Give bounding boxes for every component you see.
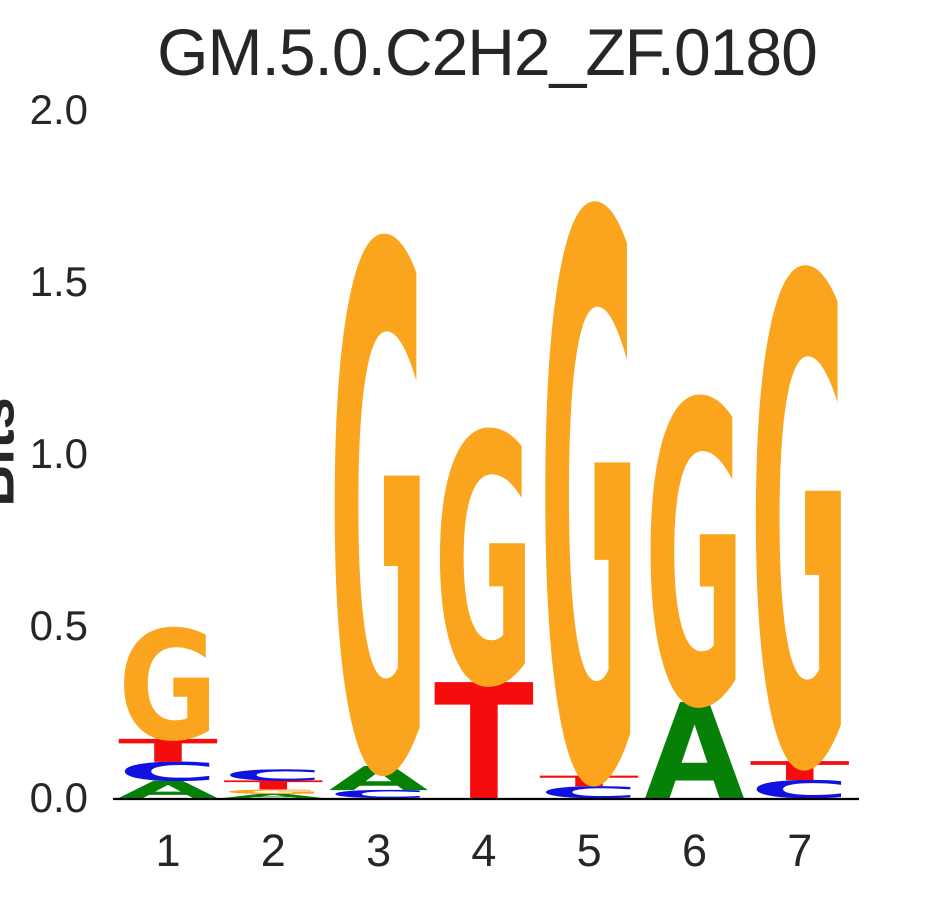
logo-letter-G-pos2: G (223, 789, 323, 796)
logo-letter-T-pos2: T (223, 778, 330, 792)
x-tick-label-2: 2 (260, 825, 286, 876)
logo-letter-G-pos1: G (118, 599, 218, 775)
logo-letter-A-pos2: A (223, 794, 336, 800)
logo-letter-G-pos3: G (329, 101, 429, 900)
logo-letter-T-pos4: T (434, 651, 534, 836)
logo-letter-G-pos7: G (750, 141, 850, 900)
logo-letter-A-pos6: A (645, 677, 745, 830)
logo-letter-C-pos2: C (223, 767, 323, 785)
logo-letter-G-pos6: G (645, 317, 745, 800)
logo-letter-T-pos1: T (118, 734, 220, 770)
logo-letter-A-pos3: A (329, 759, 431, 798)
logo-letter-C-pos3: C (329, 788, 429, 801)
y-tick-label-2.0: 2.0 (29, 86, 88, 133)
x-tick-label-6: 6 (681, 825, 708, 876)
logo-letter-G-pos5: G (539, 58, 639, 900)
x-tick-label-1: 1 (155, 825, 181, 876)
y-tick-label-0.0: 0.0 (29, 774, 88, 821)
x-tick-label-5: 5 (576, 825, 602, 876)
y-tick-label-0.5: 0.5 (29, 602, 88, 649)
x-tick-label-7: 7 (787, 825, 813, 876)
logo-letter-T-pos7: T (750, 757, 851, 787)
x-tick-label-4: 4 (471, 825, 497, 876)
logo-letter-C-pos5: C (539, 783, 639, 802)
y-tick-label-1.0: 1.0 (29, 430, 88, 477)
y-tick-label-1.5: 1.5 (29, 258, 88, 305)
logo-letter-G-pos4: G (434, 364, 534, 763)
logo-letter-T-pos5: T (539, 773, 639, 790)
logo-letter-C-pos1: C (118, 758, 218, 788)
x-tick-label-3: 3 (366, 825, 392, 876)
chart-title: GM.5.0.C2H2_ZF.0180 (157, 15, 818, 89)
